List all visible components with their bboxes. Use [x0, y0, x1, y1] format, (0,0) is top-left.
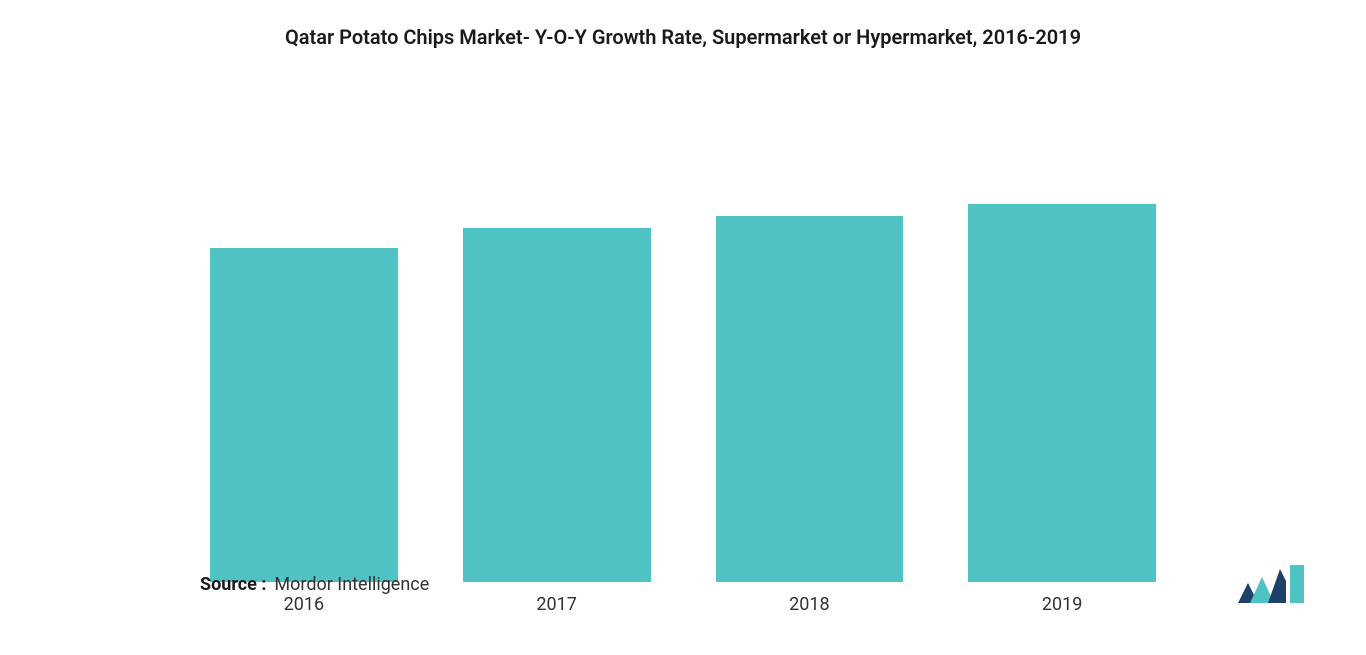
- x-label-2017: 2017: [463, 594, 651, 615]
- bar-wrapper-2016: [210, 248, 398, 582]
- source-label: Source :: [200, 574, 266, 595]
- bar-2016: [210, 248, 398, 582]
- bar-wrapper-2018: [716, 216, 904, 582]
- x-label-2016: 2016: [210, 594, 398, 615]
- chart-plot-area: 2016 2017 2018 2019: [40, 89, 1326, 615]
- x-label-2019: 2019: [968, 594, 1156, 615]
- source-attribution: Source : Mordor Intelligence: [200, 574, 429, 595]
- bars-container: [210, 89, 1156, 582]
- bar-2017: [463, 228, 651, 582]
- x-label-2018: 2018: [716, 594, 904, 615]
- mordor-logo-icon: [1236, 559, 1306, 607]
- source-value: Mordor Intelligence: [274, 574, 429, 595]
- chart-container: Qatar Potato Chips Market- Y-O-Y Growth …: [0, 0, 1366, 655]
- bar-wrapper-2019: [968, 204, 1156, 582]
- bar-wrapper-2017: [463, 228, 651, 582]
- chart-title: Qatar Potato Chips Market- Y-O-Y Growth …: [40, 25, 1326, 49]
- bar-2018: [716, 216, 904, 582]
- bar-2019: [968, 204, 1156, 582]
